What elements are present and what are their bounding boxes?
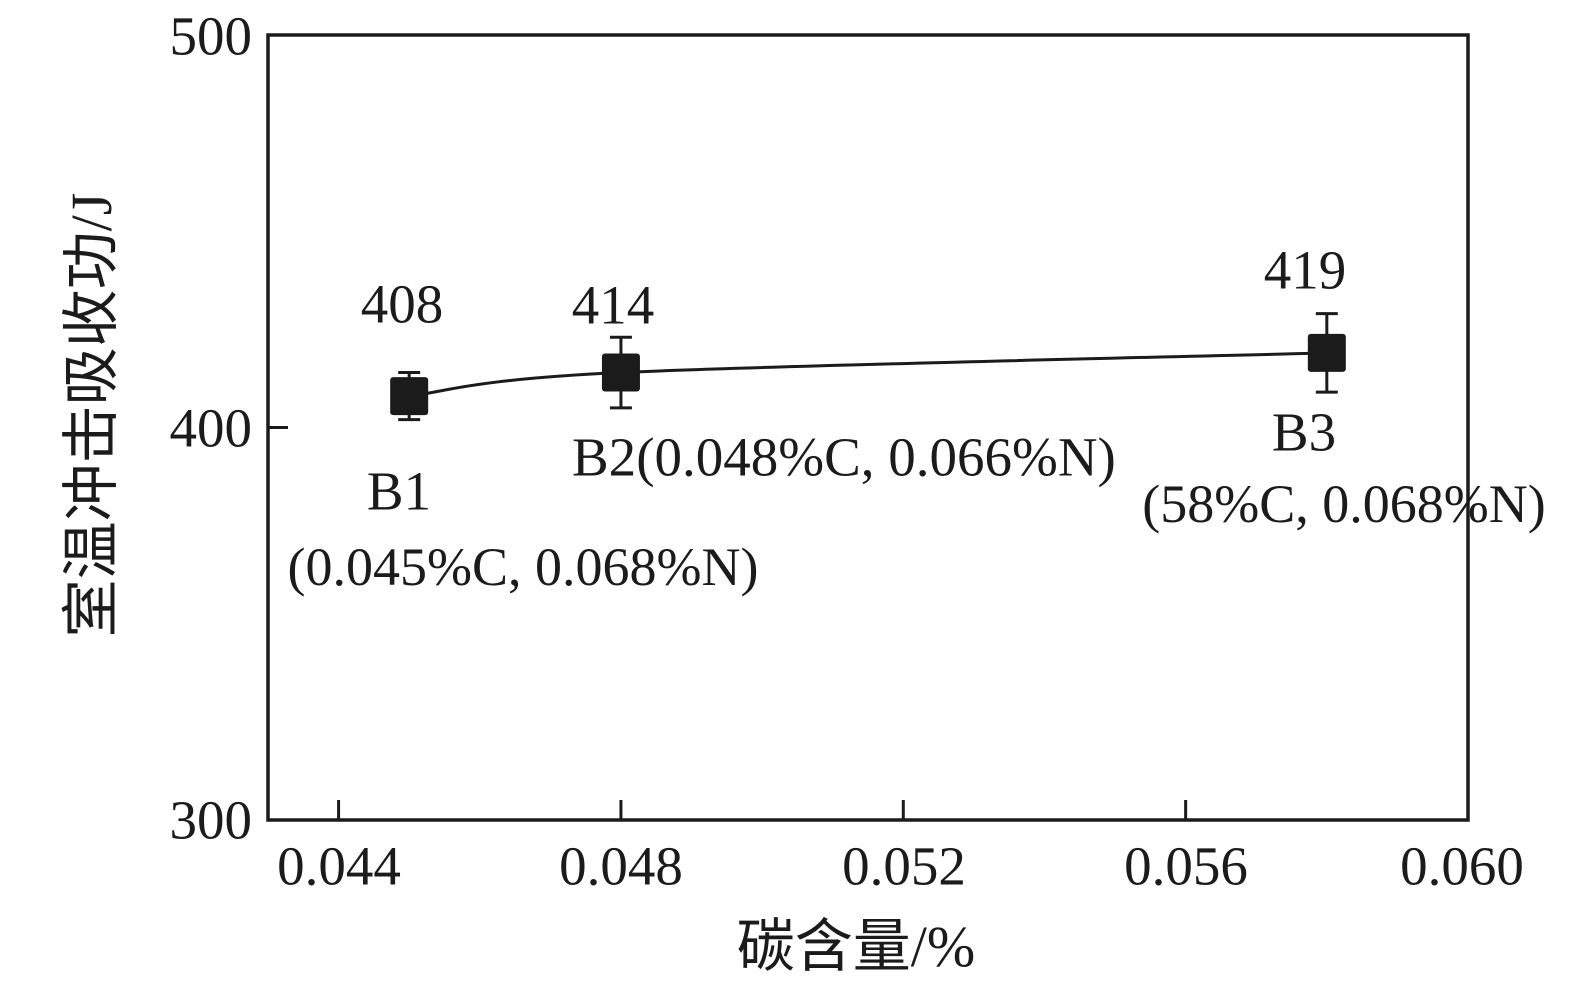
x-tick-label-0056: 0.056 xyxy=(1124,835,1248,897)
y-tick-label-400: 400 xyxy=(169,397,253,459)
x-tick-label-0060: 0.060 xyxy=(1400,835,1524,897)
x-axis-title: 碳含量/% xyxy=(736,914,976,979)
b3-name-label: B3 xyxy=(1271,401,1337,463)
b2-composition-label: (0.048%C, 0.066%N) xyxy=(636,426,1116,488)
y-tick-label-500: 500 xyxy=(169,5,253,67)
x-tick-label-0048: 0.048 xyxy=(559,835,683,897)
data-line xyxy=(409,351,1327,398)
b3-composition-label: (58%C, 0.068%N) xyxy=(1142,474,1546,534)
b3-value-label: 419 xyxy=(1263,239,1347,301)
x-tick-label-0044: 0.044 xyxy=(277,835,401,897)
b1-name-label: B1 xyxy=(366,460,432,522)
y-tick-label-300: 300 xyxy=(169,789,253,851)
y-axis-title: 室温冲击吸收功/J xyxy=(59,192,124,638)
x-tick-label-0052: 0.052 xyxy=(842,835,966,897)
b2-name-label: B2 xyxy=(572,426,637,488)
b1-value-label: 408 xyxy=(360,273,444,335)
b1-composition-label: (0.045%C, 0.068%N) xyxy=(287,537,759,597)
data-point-b2 xyxy=(601,353,640,392)
data-point-b1 xyxy=(390,377,429,416)
data-point-b3 xyxy=(1307,333,1346,372)
b2-annotation: B2(0.048%C, 0.066%N) xyxy=(572,430,1116,485)
b2-value-label: 414 xyxy=(571,274,655,336)
